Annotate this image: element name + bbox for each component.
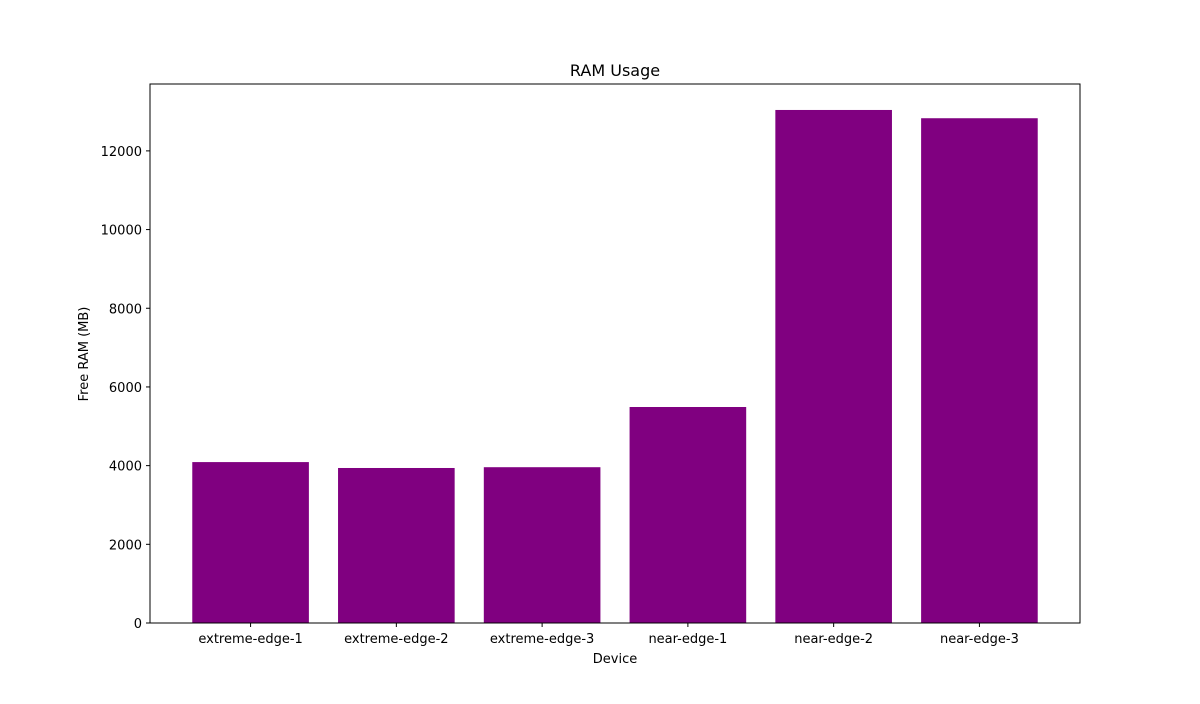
y-tick-label: 2000 [109,538,142,553]
x-tick-label: extreme-edge-3 [490,632,594,647]
y-tick-label: 12000 [101,145,142,160]
y-tick-label: 6000 [109,381,142,396]
x-tick-label: extreme-edge-2 [344,632,448,647]
bar-extreme-edge-3 [483,467,601,623]
chart-title: RAM Usage [570,61,660,80]
x-tick-label: near-edge-2 [794,632,873,647]
bar-extreme-edge-2 [338,467,455,623]
bar-near-edge-1 [629,407,747,623]
x-tick-label: near-edge-3 [940,632,1019,647]
bars-group [192,109,1038,624]
x-axis-ticks: extreme-edge-1 extreme-edge-2 extreme-edge… [198,623,1019,647]
bar-extreme-edge-1 [192,462,309,623]
y-tick-label: 4000 [109,460,142,475]
y-tick-label: 8000 [109,302,142,317]
x-tick-label: near-edge-1 [648,632,727,647]
bar-near-edge-2 [775,109,892,623]
bar-near-edge-3 [921,118,1038,624]
x-axis-title: Device [593,652,637,667]
plot-frame [149,83,1081,624]
y-tick-label: 0 [134,617,142,632]
x-tick-label: extreme-edge-1 [198,632,302,647]
y-tick-label: 10000 [101,224,142,239]
y-axis-title: Free RAM (MB) [77,307,92,402]
y-axis-ticks: 0 2000 4000 6000 8000 10000 12000 [101,145,150,632]
